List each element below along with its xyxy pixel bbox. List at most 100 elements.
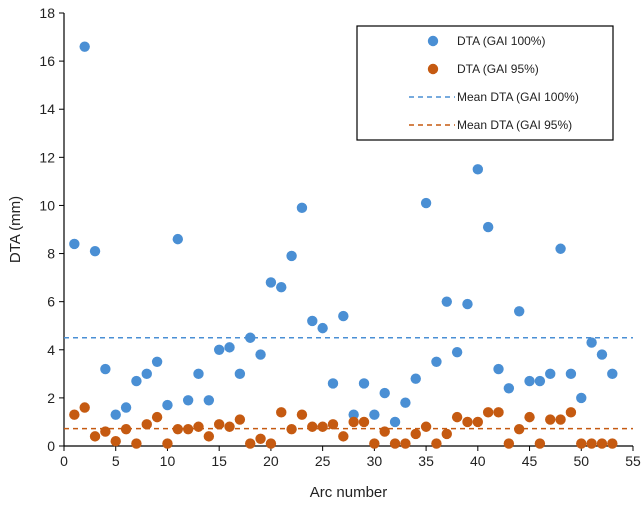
- data-point-series-1: [286, 250, 297, 262]
- x-tick-label: 15: [211, 453, 227, 469]
- data-point-series-2: [338, 431, 349, 442]
- data-point-series-2: [410, 428, 421, 440]
- data-point-series-2: [545, 414, 556, 425]
- data-point-series-2: [358, 416, 370, 428]
- points-layer: [69, 41, 618, 449]
- data-point-series-2: [462, 416, 473, 428]
- data-point-series-1: [607, 368, 618, 380]
- data-point-series-2: [400, 438, 411, 449]
- data-point-series-2: [141, 419, 152, 430]
- data-point-series-1: [162, 399, 173, 411]
- y-tick-label: 16: [39, 53, 55, 69]
- data-point-series-1: [120, 402, 132, 413]
- data-point-series-1: [296, 202, 308, 214]
- data-point-series-1: [203, 395, 215, 406]
- data-point-series-1: [389, 416, 401, 428]
- data-point-series-1: [79, 41, 90, 52]
- data-point-series-2: [276, 407, 287, 418]
- data-point-series-2: [69, 409, 80, 420]
- data-point-series-2: [514, 423, 525, 435]
- data-point-series-2: [79, 402, 90, 413]
- y-axis-title: DTA (mm): [7, 196, 24, 263]
- data-point-series-1: [182, 395, 194, 406]
- data-point-series-1: [514, 306, 525, 317]
- data-point-series-1: [472, 164, 484, 175]
- data-point-series-2: [472, 416, 484, 428]
- data-point-series-1: [213, 344, 225, 355]
- data-point-series-2: [317, 421, 328, 432]
- data-point-series-2: [431, 438, 442, 449]
- data-point-series-1: [69, 238, 80, 250]
- data-point-series-1: [441, 296, 452, 307]
- x-tick-label: 20: [263, 453, 279, 469]
- y-tick-label: 0: [47, 438, 55, 454]
- data-point-series-1: [110, 409, 121, 420]
- data-point-series-2: [100, 426, 111, 437]
- data-point-series-2: [172, 423, 183, 435]
- data-point-series-1: [596, 349, 608, 360]
- data-point-series-1: [462, 298, 473, 310]
- data-point-series-2: [296, 409, 308, 420]
- data-point-series-1: [327, 378, 339, 389]
- data-point-series-2: [151, 411, 163, 423]
- x-tick-label: 0: [60, 453, 68, 469]
- data-point-series-2: [586, 438, 597, 449]
- data-point-series-1: [493, 363, 504, 375]
- legend-marker-2: [427, 63, 439, 75]
- data-point-series-1: [172, 233, 183, 245]
- data-point-series-2: [389, 438, 401, 449]
- data-point-series-2: [120, 423, 132, 435]
- data-point-series-2: [327, 419, 339, 430]
- data-point-series-1: [431, 356, 442, 368]
- data-point-series-1: [379, 387, 390, 399]
- legend-label-4: Mean DTA (GAI 95%): [457, 118, 572, 132]
- y-tick-label: 2: [47, 390, 55, 406]
- data-point-series-1: [265, 277, 277, 288]
- data-point-series-2: [307, 421, 318, 432]
- x-tick-label: 30: [367, 453, 383, 469]
- data-point-series-2: [286, 423, 297, 435]
- data-point-series-2: [234, 414, 246, 425]
- data-point-series-1: [565, 368, 577, 380]
- data-point-series-2: [565, 407, 577, 418]
- data-point-series-1: [451, 346, 463, 358]
- data-point-series-1: [317, 322, 328, 334]
- y-tick-label: 4: [47, 342, 55, 358]
- data-point-series-1: [131, 375, 142, 387]
- data-point-series-1: [400, 397, 411, 408]
- legend-label-3: Mean DTA (GAI 100%): [457, 90, 579, 104]
- data-point-series-1: [255, 349, 266, 360]
- data-point-series-2: [131, 438, 142, 449]
- data-point-series-1: [410, 373, 421, 384]
- data-point-series-2: [441, 428, 452, 440]
- x-tick-label: 35: [418, 453, 434, 469]
- data-point-series-2: [493, 407, 504, 418]
- y-tick-label: 14: [39, 101, 55, 117]
- data-point-series-2: [203, 431, 215, 442]
- axes-layer: 0 5 10 15 20 25 30 35 40 45 50 55 0 2 4 6 8 10 12 14 16 18: [39, 5, 641, 469]
- data-point-series-2: [555, 414, 566, 425]
- data-point-series-1: [193, 368, 204, 380]
- data-point-series-2: [503, 438, 515, 449]
- data-point-series-2: [193, 421, 204, 432]
- x-tick-label: 50: [573, 453, 589, 469]
- data-point-series-1: [420, 197, 432, 209]
- data-point-series-2: [348, 416, 359, 428]
- data-point-series-1: [224, 342, 235, 353]
- x-tick-label: 5: [112, 453, 120, 469]
- data-point-series-2: [213, 419, 225, 430]
- x-tick-label: 40: [470, 453, 486, 469]
- legend-box: [356, 25, 614, 141]
- data-point-series-1: [307, 315, 318, 327]
- legend: DTA (GAI 100%) DTA (GAI 95%) Mean DTA (GAI…: [356, 25, 614, 141]
- legend-label-1: DTA (GAI 100%): [457, 34, 545, 48]
- data-point-series-1: [245, 332, 256, 343]
- data-point-series-1: [358, 378, 370, 389]
- data-point-series-2: [162, 438, 173, 449]
- x-tick-label: 10: [160, 453, 176, 469]
- data-point-series-2: [420, 421, 432, 432]
- x-tick-label: 45: [522, 453, 538, 469]
- data-point-series-2: [369, 438, 380, 449]
